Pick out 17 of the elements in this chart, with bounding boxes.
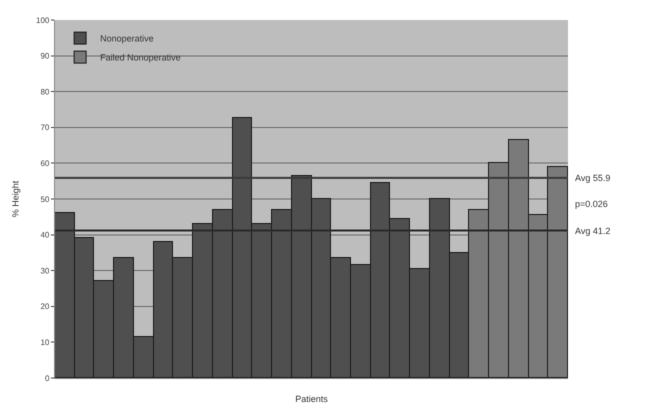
y-tick-label: 50 [40, 194, 50, 204]
y-tick-label: 20 [40, 302, 50, 312]
text: p=0.026 [575, 199, 608, 209]
y-tick-label: 90 [40, 52, 50, 61]
y-axis-title: % Height [10, 180, 20, 218]
ref-line-label: Avg 41.2 [575, 226, 610, 236]
legend-label: Nonoperative [100, 34, 154, 44]
y-tick-label: 80 [40, 87, 50, 96]
x-axis-title: Patients [295, 394, 328, 404]
y-tick-label: 0 [44, 374, 50, 383]
y-tick-label: 100 [36, 16, 50, 25]
ref-line-label: Avg 55.9 [575, 173, 610, 183]
y-tick-label: 40 [40, 230, 50, 240]
y-tick-label: 60 [40, 159, 50, 168]
y-tick-label: 10 [40, 338, 50, 347]
y-tick-label: 70 [40, 123, 50, 132]
y-tick-label: 30 [40, 266, 50, 276]
